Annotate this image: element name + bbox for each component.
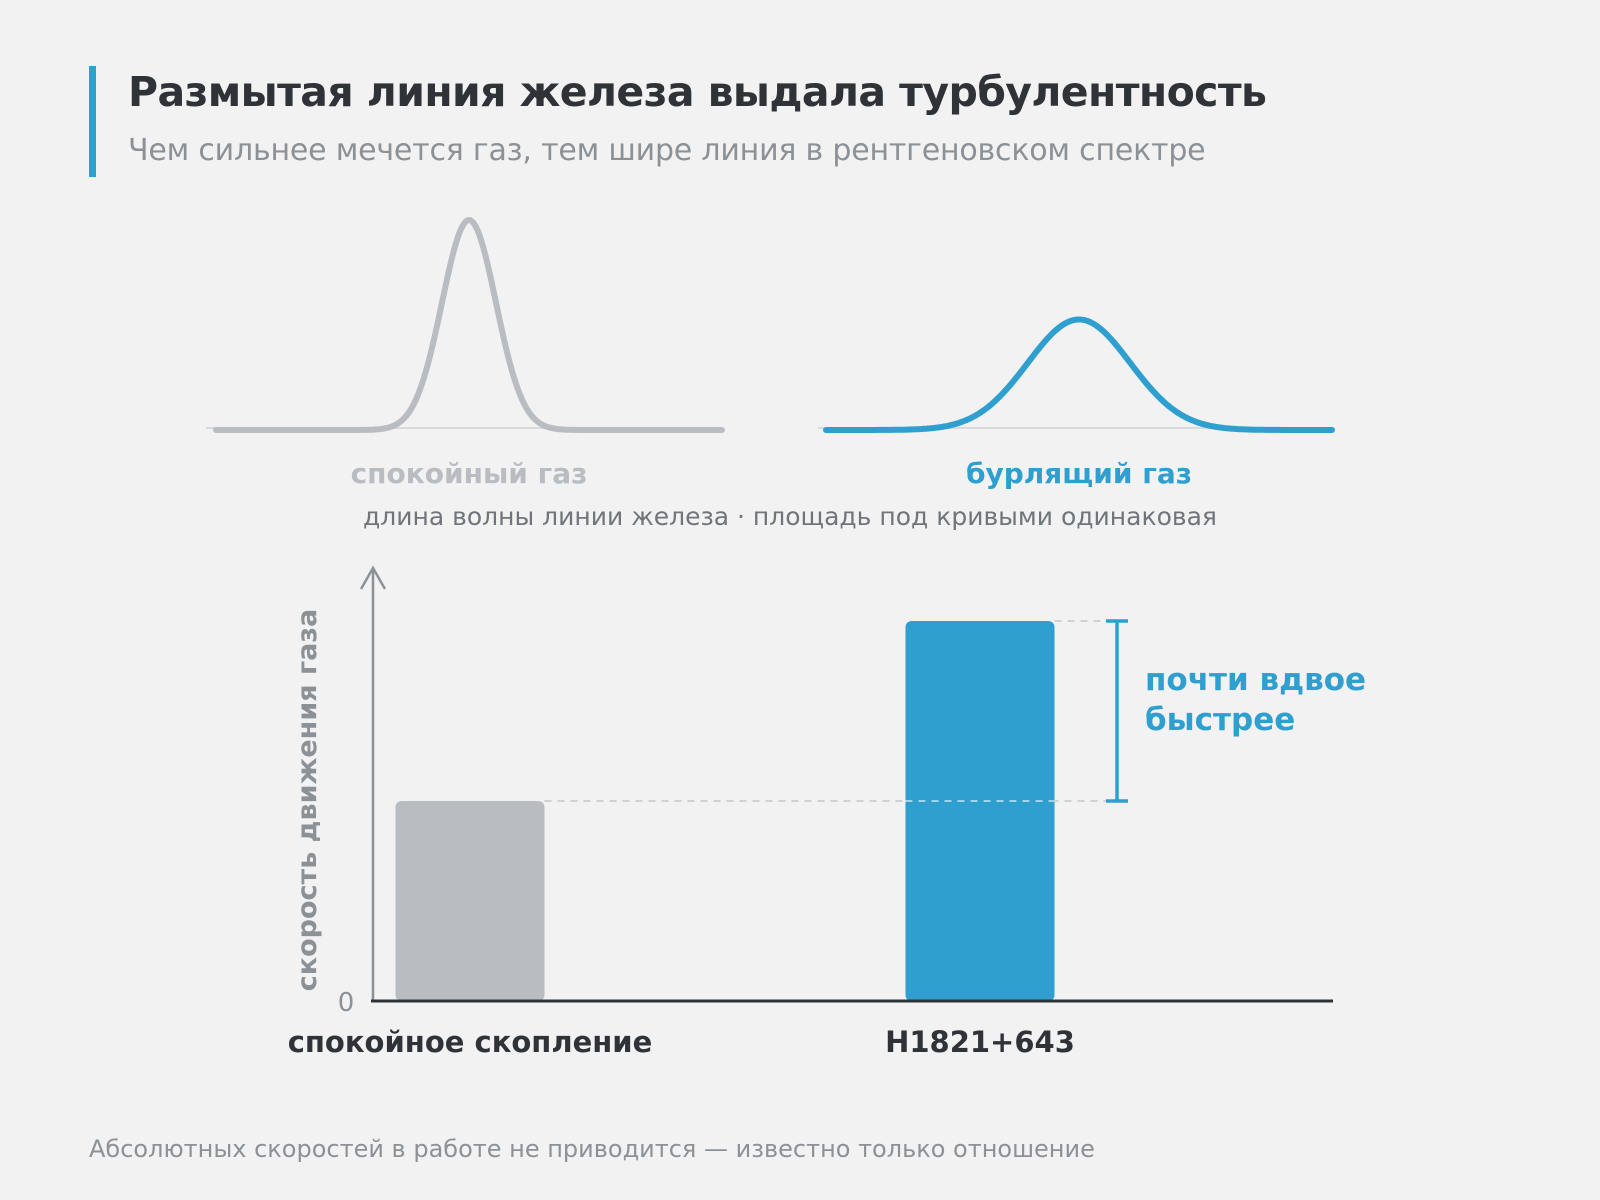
- calm-gas-label: спокойный газ: [351, 457, 588, 490]
- ratio-annotation-line2: быстрее: [1145, 702, 1295, 738]
- y-tick-zero: 0: [338, 988, 355, 1018]
- velocity-bar-chart: скорость движения газа 0 почти вдвое быс…: [288, 565, 1366, 1059]
- page-title: Размытая линия железа выдала турбулентно…: [128, 68, 1267, 116]
- category-label-h1821: H1821+643: [885, 1025, 1075, 1059]
- calm-gas-line-profile: [213, 217, 725, 433]
- ratio-annotation-line1: почти вдвое: [1145, 662, 1366, 698]
- ratio-bracket: [1106, 619, 1128, 803]
- turbulent-gas-label: бурлящий газ: [966, 457, 1192, 490]
- y-axis-arrow: [359, 565, 387, 590]
- line-profiles: спокойный газ бурлящий газ длина волны л…: [206, 217, 1335, 531]
- footnote: Абсолютных скоростей в работе не приводи…: [89, 1135, 1095, 1163]
- title-accent-bar: [89, 66, 96, 177]
- page-subtitle: Чем сильнее мечется газ, тем шире линия …: [128, 133, 1206, 168]
- wavelength-axis-note: длина волны линии железа · площадь под к…: [363, 502, 1217, 531]
- bar-h1821: [905, 621, 1055, 1001]
- turbulent-gas-line-profile: [823, 316, 1335, 433]
- y-axis-label: скорость движения газа: [292, 609, 323, 991]
- category-label-calm-cluster: спокойное скопление: [288, 1025, 653, 1059]
- bar-calm-cluster: [395, 801, 545, 1001]
